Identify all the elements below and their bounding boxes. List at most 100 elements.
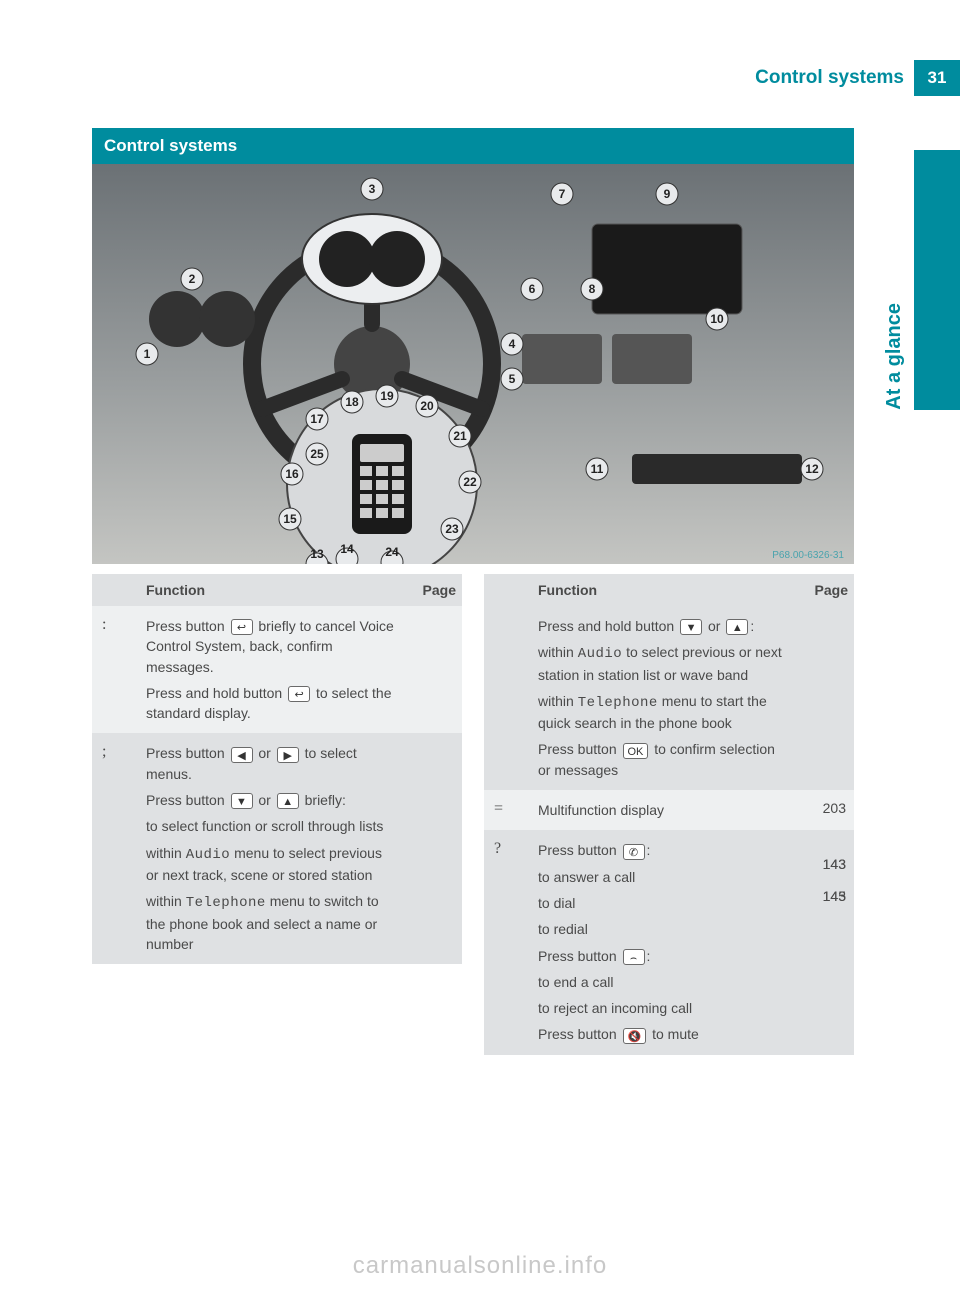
row-page: 203 xyxy=(794,790,854,830)
right-icon: ▶ xyxy=(277,747,299,763)
svg-text:20: 20 xyxy=(420,399,434,413)
down-icon: ▼ xyxy=(680,619,702,635)
section-band-label: Control systems xyxy=(104,136,237,156)
svg-text:22: 22 xyxy=(463,475,477,489)
svg-text:25: 25 xyxy=(310,447,324,461)
left-column: Function Page :Press button ↩ briefly to… xyxy=(92,574,462,1055)
svg-text:18: 18 xyxy=(345,395,359,409)
row-function: Press button ↩ briefly to cancel Voice C… xyxy=(140,606,402,733)
row-marker: ? xyxy=(484,830,532,1054)
row-marker xyxy=(484,606,532,790)
th-function: Function xyxy=(532,574,794,606)
function-block: Press button ▼ or ▲ briefly: xyxy=(146,790,396,810)
up-icon: ▲ xyxy=(277,793,299,809)
row-page xyxy=(402,733,462,964)
function-block: Press button ↩ briefly to cancel Voice C… xyxy=(146,616,396,677)
th-function: Function xyxy=(140,574,402,606)
function-line: to answer a call xyxy=(538,867,788,887)
function-block: within Audio menu to select previous or … xyxy=(146,843,396,886)
ok-icon: OK xyxy=(623,743,649,759)
function-block: to select function or scroll through lis… xyxy=(146,816,396,836)
row-function: Press button ✆: to answer a call to dial to… xyxy=(532,830,794,1054)
svg-text:9: 9 xyxy=(664,187,671,201)
row-marker: : xyxy=(92,606,140,733)
mono-text: Audio xyxy=(578,646,623,662)
svg-text:21: 21 xyxy=(453,429,467,443)
row-function: Press button ◀ or ▶ to select menus.Pres… xyxy=(140,733,402,964)
row-marker: ; xyxy=(92,733,140,964)
th-page: Page xyxy=(402,574,462,606)
columns: Function Page :Press button ↩ briefly to… xyxy=(92,574,854,1055)
row-page xyxy=(794,606,854,790)
th-blank xyxy=(92,574,140,606)
svg-text:3: 3 xyxy=(369,182,376,196)
svg-text:5: 5 xyxy=(509,372,516,386)
page: Control systems 31 At a glance Control s… xyxy=(0,0,960,1302)
svg-text:23: 23 xyxy=(445,522,459,536)
svg-text:15: 15 xyxy=(283,512,297,526)
function-block: within Telephone menu to start the quick… xyxy=(538,691,788,734)
dashboard-illustration: 1 2 3 4 5 6 7 8 9 10 11 12 13 14 15 16 1 xyxy=(92,164,854,564)
side-label-area: At a glance xyxy=(874,150,914,410)
side-tab-label: At a glance xyxy=(883,303,906,410)
row-function: Press and hold button ▼ or ▲: within Audi… xyxy=(532,606,794,790)
mono-text: Telephone xyxy=(186,895,266,911)
svg-text:11: 11 xyxy=(591,462,604,476)
down-icon: ▼ xyxy=(231,793,253,809)
phone_end-icon: ⌢ xyxy=(623,949,645,965)
up-icon: ▲ xyxy=(726,619,748,635)
row-function: Multifunction display xyxy=(532,790,794,830)
svg-text:4: 4 xyxy=(509,337,516,351)
function-block: Multifunction display xyxy=(538,800,788,820)
svg-text:12: 12 xyxy=(805,462,819,476)
header-title-box: Control systems xyxy=(90,60,914,96)
row-marker: = xyxy=(484,790,532,830)
table-row: = Multifunction display 203 xyxy=(484,790,854,830)
svg-text:14: 14 xyxy=(340,542,354,556)
function-block: within Telephone menu to switch to the p… xyxy=(146,891,396,954)
svg-text:6: 6 xyxy=(529,282,536,296)
mute-icon: 🔇 xyxy=(623,1028,647,1044)
row-page: 143143 145143 xyxy=(794,830,854,1054)
function-block: Press and hold button ↩ to select the st… xyxy=(146,683,396,724)
back-icon: ↩ xyxy=(231,619,253,635)
table-row: ;Press button ◀ or ▶ to select menus.Pre… xyxy=(92,733,462,964)
svg-text:2: 2 xyxy=(189,272,196,286)
dashboard-svg: 1 2 3 4 5 6 7 8 9 10 11 12 13 14 15 16 1 xyxy=(92,164,854,564)
section-band: Control systems xyxy=(92,128,854,164)
table-row: :Press button ↩ briefly to cancel Voice … xyxy=(92,606,462,733)
image-caption-code: P68.00-6326-31 xyxy=(772,550,844,561)
function-block: within Audio to select previous or next … xyxy=(538,642,788,685)
right-column: Function Page Press and hold button ▼ or… xyxy=(484,574,854,1055)
side-tab xyxy=(914,150,960,410)
function-block: Press button ⌢: xyxy=(538,946,788,966)
left-table-body: :Press button ↩ briefly to cancel Voice … xyxy=(92,606,462,964)
svg-text:10: 10 xyxy=(710,312,724,326)
right-table-body: Press and hold button ▼ or ▲: within Audi… xyxy=(484,606,854,1055)
function-block: Press and hold button ▼ or ▲: xyxy=(538,616,788,636)
function-block: Press button 🔇 to mute xyxy=(538,1024,788,1044)
function-block: Press button ✆: xyxy=(538,840,788,860)
header-bar: Control systems 31 xyxy=(90,60,960,96)
phone_answer-icon: ✆ xyxy=(623,844,645,860)
function-line: to dial xyxy=(538,893,788,913)
function-line: to end a call xyxy=(538,972,788,992)
function-line: to redial xyxy=(538,919,788,939)
page-number: 31 xyxy=(928,68,947,88)
svg-text:19: 19 xyxy=(380,389,394,403)
th-blank xyxy=(484,574,532,606)
table-row: Press and hold button ▼ or ▲: within Audi… xyxy=(484,606,854,790)
svg-text:13: 13 xyxy=(310,547,324,561)
mono-text: Telephone xyxy=(578,695,658,711)
svg-text:7: 7 xyxy=(559,187,566,201)
function-line: to reject an incoming call xyxy=(538,998,788,1018)
function-block: Press button OK to confirm selection or … xyxy=(538,739,788,780)
table-header-left: Function Page xyxy=(92,574,462,606)
left-icon: ◀ xyxy=(231,747,253,763)
svg-text:24: 24 xyxy=(385,545,399,559)
svg-text:1: 1 xyxy=(144,347,151,361)
header-title: Control systems xyxy=(755,67,904,89)
table-row: ? Press button ✆: to answer a call to dial t… xyxy=(484,830,854,1054)
page-number-box: 31 xyxy=(914,60,960,96)
svg-text:8: 8 xyxy=(589,282,596,296)
